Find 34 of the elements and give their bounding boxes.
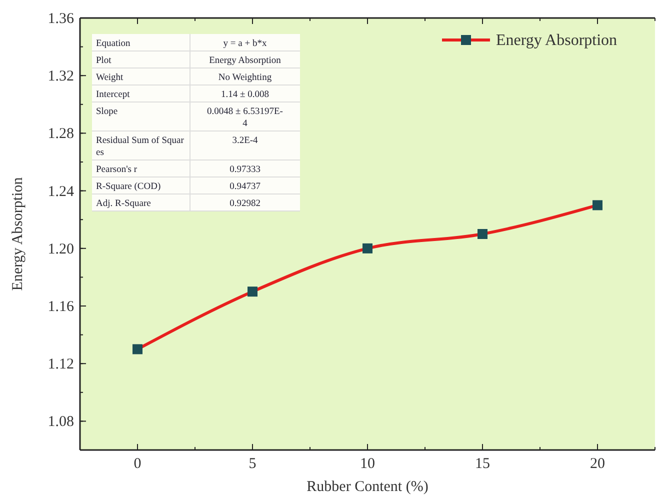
y-axis-title: Energy Absorption <box>209 56 282 66</box>
x-tick-label: 0 <box>134 456 142 472</box>
annotation: 0.0048 ± 6.53197E-4 <box>207 107 283 129</box>
y-tick-label: 1.32 <box>48 68 74 85</box>
y-tick-label: 1.08 <box>48 414 74 430</box>
y-tick-label: 1.12 <box>48 356 74 373</box>
y-tick-label: 1.24 <box>48 184 74 200</box>
annotation: No Weighting <box>218 73 272 83</box>
annotation: Adj. R-Square <box>96 199 151 209</box>
annotation: 0.97333 <box>230 165 261 175</box>
text: Energy Absorption <box>10 176 26 291</box>
annotation: Weight <box>96 73 124 83</box>
annotation: Equation <box>96 39 131 49</box>
annotation: 0.92982 <box>230 199 261 209</box>
annotation: Pearson's r <box>96 165 138 175</box>
annotation: Plot <box>96 56 112 66</box>
x-tick-label: 15 <box>475 456 490 472</box>
annotation: 0.94737 <box>230 182 261 192</box>
legend-label: Energy Absorption <box>496 32 618 49</box>
y-tick-label: 1.28 <box>48 126 74 142</box>
annotation: y = a + b*x <box>223 39 267 49</box>
y-tick-label: 1.16 <box>48 299 74 315</box>
annotation: Slope <box>96 107 118 117</box>
y-tick-label: 1.20 <box>48 241 74 258</box>
x-tick-label: 10 <box>360 456 375 472</box>
annotation: 3.2E-4 <box>232 136 258 146</box>
annotation: 1.14 ± 0.008 <box>221 90 270 100</box>
x-axis-title: Rubber Content (%) <box>306 479 428 495</box>
annotation: R-Square (COD) <box>96 182 161 192</box>
annotation: Intercept <box>96 90 130 100</box>
x-tick-label: 5 <box>248 456 256 472</box>
annotation: Residual Sum of Squares <box>96 136 185 158</box>
x-tick-label: 20 <box>590 456 605 472</box>
y-tick-label: 1.36 <box>48 11 74 27</box>
